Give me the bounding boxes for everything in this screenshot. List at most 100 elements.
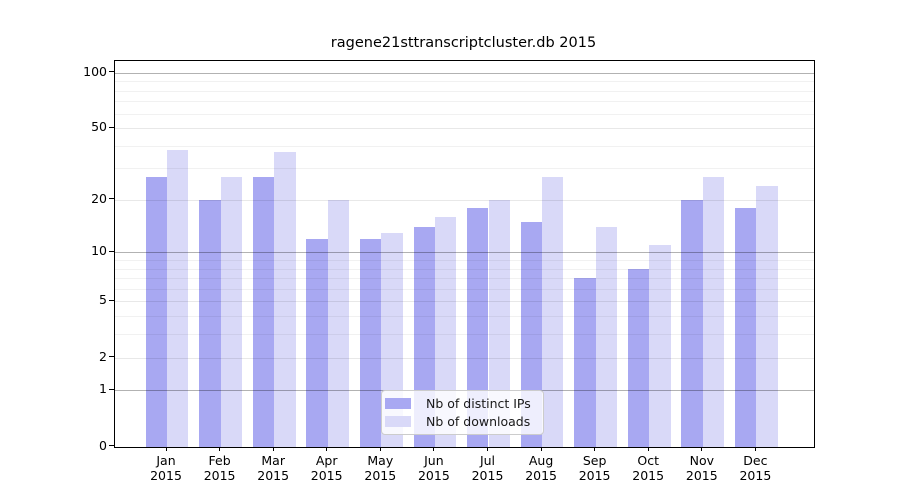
x-tick-mark-jun (433, 447, 435, 451)
x-tick-month: Jun (424, 453, 444, 468)
gridline-2 (115, 357, 814, 359)
x-tick-label-jun: Jun 2015 (407, 453, 461, 483)
distinct-ips-swatch (385, 398, 411, 409)
y-tick-mark-0 (109, 445, 114, 446)
bar-nov-distinct-ips (681, 199, 703, 447)
x-tick-label-apr: Apr 2015 (300, 453, 354, 483)
bar-aug-downloads (542, 176, 564, 447)
bar-mar-distinct-ips (252, 176, 275, 447)
x-tick-mark-aug (540, 447, 542, 451)
y-tick-label-10: 10 (91, 243, 107, 259)
bar-dec-distinct-ips (735, 208, 757, 447)
x-tick-month: Aug (528, 453, 554, 468)
x-tick-year: 2015 (417, 467, 450, 483)
bar-sep-downloads (595, 227, 617, 447)
x-tick-mark-sep (594, 447, 596, 451)
y-tick-mark-10 (109, 250, 114, 252)
bar-jul-downloads (488, 199, 510, 447)
bar-may-distinct-ips (359, 238, 382, 447)
y-tick-label-0: 0 (99, 437, 107, 453)
gridline-4 (115, 316, 814, 318)
x-tick-label-nov: Nov 2015 (675, 453, 729, 483)
gridline-6 (115, 288, 814, 290)
gridline-5 (115, 301, 814, 303)
gridline-8 (115, 268, 814, 270)
bar-feb-distinct-ips (199, 199, 221, 447)
bar-jul-distinct-ips (467, 208, 489, 447)
x-tick-mark-jul (487, 447, 488, 451)
gridline-80 (115, 90, 814, 92)
x-tick-year: 2015 (364, 467, 397, 483)
x-tick-mark-oct (647, 447, 649, 451)
x-tick-month: May (367, 453, 394, 468)
x-tick-month: Nov (689, 453, 714, 468)
gridline-9 (115, 260, 814, 261)
y-tick-label-2: 2 (99, 348, 107, 364)
x-tick-label-aug: Aug 2015 (514, 453, 568, 483)
gridline-3 (115, 334, 814, 336)
x-tick-month: Jan (156, 453, 176, 468)
x-tick-label-jul: Jul 2015 (461, 453, 515, 483)
gridline-100 (115, 72, 814, 74)
gridline-7 (115, 278, 814, 280)
y-tick-mark-100 (109, 71, 114, 73)
y-tick-mark-2 (109, 356, 114, 357)
gridline-10 (115, 252, 814, 254)
bar-jan-distinct-ips (145, 176, 167, 447)
gridline-50 (115, 128, 814, 129)
x-tick-year: 2015 (471, 467, 504, 483)
bar-jan-downloads (167, 149, 189, 447)
x-tick-mark-may (379, 447, 381, 451)
x-tick-mark-dec (754, 447, 756, 451)
downloads-swatch (385, 416, 411, 427)
y-tick-mark-50 (109, 126, 114, 128)
bar-mar-downloads (274, 151, 296, 447)
x-tick-year: 2015 (150, 467, 182, 483)
y-tick-mark-20 (109, 198, 114, 200)
x-tick-label-may: May 2015 (353, 453, 407, 483)
x-tick-month: Jul (479, 453, 496, 468)
gridline-40 (115, 145, 814, 147)
bar-jun-downloads (434, 217, 457, 447)
x-tick-mark-mar (272, 447, 274, 451)
x-tick-label-sep: Sep 2015 (568, 453, 622, 483)
bar-sep-distinct-ips (574, 278, 596, 447)
x-tick-month: Feb (208, 453, 231, 468)
legend-label: Nb of distinct IPs (426, 396, 531, 411)
x-tick-label-jan: Jan 2015 (139, 453, 193, 483)
gridline-70 (115, 101, 814, 103)
legend-item-distinct-ips: Nb of distinct IPs (385, 396, 537, 411)
x-tick-label-dec: Dec 2015 (728, 453, 782, 483)
x-tick-label-mar: Mar 2015 (246, 453, 300, 483)
bar-feb-downloads (220, 176, 242, 447)
bar-oct-distinct-ips (627, 268, 650, 447)
y-tick-label-1: 1 (99, 381, 107, 397)
y-tick-label-50: 50 (91, 119, 107, 134)
x-tick-mark-jan (165, 447, 167, 451)
y-tick-label-20: 20 (91, 190, 107, 206)
x-tick-month: Oct (637, 453, 659, 468)
bar-apr-downloads (327, 199, 350, 447)
x-tick-year: 2015 (632, 467, 665, 483)
gridline-90 (115, 81, 814, 83)
bar-nov-downloads (702, 176, 725, 447)
x-tick-mark-nov (701, 447, 703, 451)
x-tick-year: 2015 (257, 467, 290, 483)
gridline-30 (115, 168, 814, 170)
y-tick-label-5: 5 (99, 292, 107, 308)
x-tick-year: 2015 (739, 467, 772, 483)
x-tick-month: Dec (743, 453, 768, 468)
y-tick-label-100: 100 (83, 63, 107, 79)
x-tick-year: 2015 (310, 467, 343, 483)
legend: Nb of distinct IPs Nb of downloads (381, 390, 544, 435)
x-tick-year: 2015 (203, 467, 236, 483)
gridline-60 (115, 113, 814, 115)
x-tick-month: Apr (315, 453, 338, 468)
x-tick-mark-feb (219, 447, 221, 451)
x-tick-year: 2015 (525, 467, 557, 483)
x-tick-month: Mar (261, 453, 285, 468)
gridline-20 (115, 199, 814, 201)
legend-label: Nb of downloads (426, 414, 531, 429)
x-tick-year: 2015 (685, 467, 718, 483)
